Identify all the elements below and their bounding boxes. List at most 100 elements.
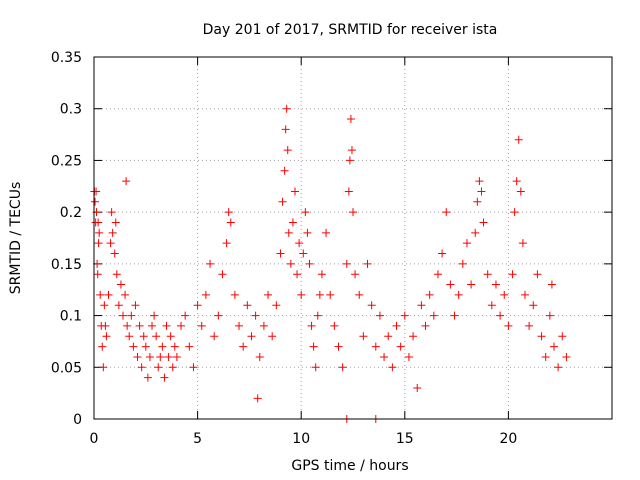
- data-point: [166, 332, 175, 341]
- data-point: [259, 321, 268, 330]
- data-point: [93, 270, 102, 279]
- data-points: [90, 104, 571, 423]
- data-point: [417, 301, 426, 310]
- data-point: [95, 228, 104, 237]
- data-point: [197, 321, 206, 330]
- data-point: [301, 208, 310, 217]
- data-point: [388, 363, 397, 372]
- data-point: [562, 352, 571, 361]
- data-point: [102, 332, 111, 341]
- data-point: [276, 249, 285, 258]
- data-point: [421, 321, 430, 330]
- data-point: [442, 208, 451, 217]
- data-point: [110, 249, 119, 258]
- data-point: [164, 352, 173, 361]
- data-point: [317, 270, 326, 279]
- data-point: [281, 125, 290, 134]
- data-point: [116, 280, 125, 289]
- data-point: [141, 342, 150, 351]
- y-tick-label: 0.25: [51, 153, 82, 169]
- x-tick-label: 5: [193, 431, 202, 447]
- data-point: [125, 332, 134, 341]
- data-point: [533, 270, 542, 279]
- data-point: [150, 311, 159, 320]
- tick-labels: 0 5 10 15 20 0 0.05 0.1 0.15 0.2 0.25 0.3 0.35: [51, 50, 517, 447]
- y-tick-label: 0.35: [51, 50, 82, 66]
- data-point: [154, 363, 163, 372]
- data-point: [230, 290, 239, 299]
- y-tick-label: 0.3: [60, 102, 82, 118]
- data-point: [247, 332, 256, 341]
- axis-ticks: [93, 56, 612, 420]
- data-point: [107, 208, 116, 217]
- data-point: [218, 270, 227, 279]
- data-point: [239, 342, 248, 351]
- data-point: [172, 352, 181, 361]
- data-point: [282, 104, 291, 113]
- data-point: [114, 301, 123, 310]
- data-point: [404, 352, 413, 361]
- data-point: [458, 259, 467, 268]
- data-point: [554, 363, 563, 372]
- data-point: [108, 228, 117, 237]
- data-point: [396, 342, 405, 351]
- data-point: [549, 342, 558, 351]
- data-point: [330, 321, 339, 330]
- data-point: [514, 135, 523, 144]
- data-point: [409, 332, 418, 341]
- data-point: [127, 311, 136, 320]
- data-point: [479, 218, 488, 227]
- chart-title: Day 201 of 2017, SRMTID for receiver ist…: [203, 22, 498, 38]
- data-point: [133, 352, 142, 361]
- data-point: [467, 280, 476, 289]
- data-point: [297, 290, 306, 299]
- data-point: [477, 187, 486, 196]
- data-point: [94, 218, 103, 227]
- data-point: [504, 321, 513, 330]
- data-point: [122, 177, 131, 186]
- data-point: [305, 259, 314, 268]
- data-point: [145, 352, 154, 361]
- data-point: [222, 239, 231, 248]
- y-tick-label: 0.2: [60, 205, 82, 221]
- x-tick-label: 10: [292, 431, 310, 447]
- data-point: [193, 301, 202, 310]
- data-point: [288, 218, 297, 227]
- y-tick-label: 0.15: [51, 257, 82, 273]
- data-point: [454, 290, 463, 299]
- data-point: [168, 363, 177, 372]
- data-point: [206, 259, 215, 268]
- data-point: [243, 301, 252, 310]
- data-point: [119, 311, 128, 320]
- data-point: [438, 249, 447, 258]
- data-point: [338, 363, 347, 372]
- data-point: [380, 352, 389, 361]
- data-point: [106, 239, 115, 248]
- data-point: [529, 301, 538, 310]
- y-tick-label: 0: [73, 412, 82, 428]
- data-point: [303, 228, 312, 237]
- data-point: [309, 342, 318, 351]
- data-point: [272, 301, 281, 310]
- data-point: [375, 311, 384, 320]
- data-point: [123, 321, 132, 330]
- data-point: [131, 301, 140, 310]
- data-point: [293, 270, 302, 279]
- data-point: [101, 321, 110, 330]
- data-point: [558, 332, 567, 341]
- data-point: [280, 166, 289, 175]
- data-point: [148, 321, 157, 330]
- data-point: [177, 321, 186, 330]
- data-point: [158, 342, 167, 351]
- data-point: [462, 239, 471, 248]
- data-point: [94, 239, 103, 248]
- data-point: [226, 218, 235, 227]
- data-point: [307, 321, 316, 330]
- x-axis-title: GPS time / hours: [291, 458, 408, 474]
- data-point: [99, 363, 108, 372]
- data-point: [92, 187, 101, 196]
- data-point: [129, 342, 138, 351]
- data-point: [143, 373, 152, 382]
- data-point: [162, 321, 171, 330]
